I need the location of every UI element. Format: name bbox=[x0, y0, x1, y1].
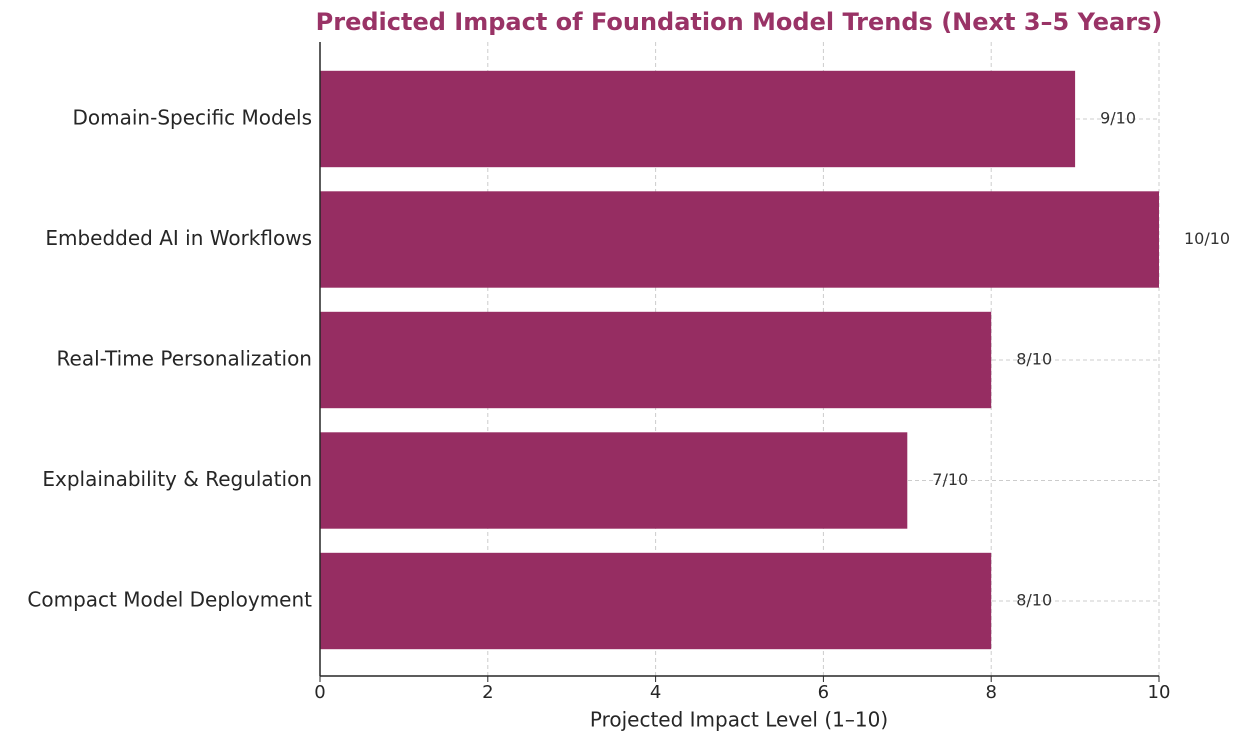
value-label: 10/10 bbox=[1184, 229, 1230, 248]
y-tick-label: Explainability & Regulation bbox=[42, 467, 312, 491]
bar bbox=[320, 552, 992, 650]
y-tick-label: Real-Time Personalization bbox=[57, 347, 312, 371]
bar bbox=[320, 311, 992, 409]
chart-title: Predicted Impact of Foundation Model Tre… bbox=[316, 8, 1163, 36]
value-label: 7/10 bbox=[932, 470, 968, 489]
y-tick-label: Embedded AI in Workflows bbox=[45, 226, 312, 250]
y-tick-label: Domain-Specific Models bbox=[73, 106, 313, 130]
x-tick-label: 4 bbox=[650, 682, 661, 703]
x-tick-label: 0 bbox=[314, 682, 325, 703]
y-tick-label: Compact Model Deployment bbox=[27, 588, 312, 612]
x-tick-label: 8 bbox=[985, 682, 996, 703]
x-axis-label: Projected Impact Level (1–10) bbox=[590, 708, 888, 732]
bar bbox=[320, 70, 1076, 168]
bar bbox=[320, 432, 908, 529]
bar bbox=[320, 191, 1159, 288]
value-label: 8/10 bbox=[1016, 591, 1052, 610]
x-tick-label: 2 bbox=[482, 682, 493, 703]
value-label: 8/10 bbox=[1016, 350, 1052, 369]
x-tick-label: 6 bbox=[818, 682, 829, 703]
value-label: 9/10 bbox=[1100, 109, 1136, 128]
x-tick-label: 10 bbox=[1148, 682, 1171, 703]
